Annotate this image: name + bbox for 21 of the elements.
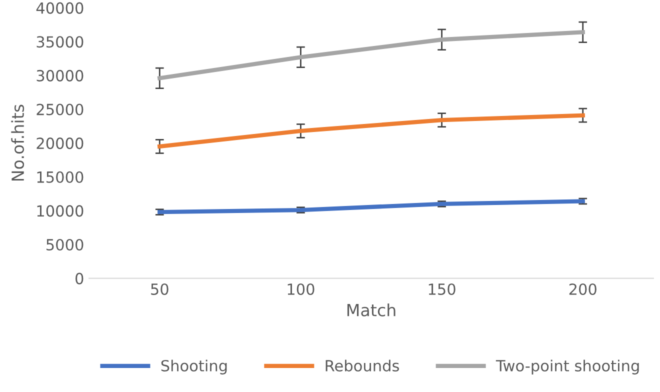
x-tick-label: 150 — [428, 283, 456, 296]
y-tick-label: 35000 — [36, 36, 84, 48]
line-series — [158, 199, 585, 214]
legend-label: Rebounds — [326, 360, 399, 372]
y-tick-label: 40000 — [36, 2, 84, 14]
x-tick-label: 200 — [569, 283, 596, 296]
legend-label: Shooting — [161, 360, 227, 374]
y-tick-label: 15000 — [37, 171, 84, 183]
y-axis-title: No.of.hits — [11, 104, 24, 181]
y-tick-label: 25000 — [36, 104, 84, 116]
y-tick-label: 20000 — [36, 138, 84, 150]
y-tick-label: 30000 — [36, 70, 84, 82]
y-tick-label: 10000 — [37, 205, 84, 217]
line-series — [158, 113, 585, 149]
y-tick-label: 5000 — [46, 238, 84, 251]
line-series — [158, 30, 585, 80]
legend-label: Two-point shooting — [496, 360, 639, 374]
x-tick-label: 100 — [288, 283, 314, 296]
x-axis-title: Match — [347, 304, 396, 316]
x-tick-label: 50 — [151, 283, 168, 296]
y-tick-label: 0 — [76, 272, 84, 284]
